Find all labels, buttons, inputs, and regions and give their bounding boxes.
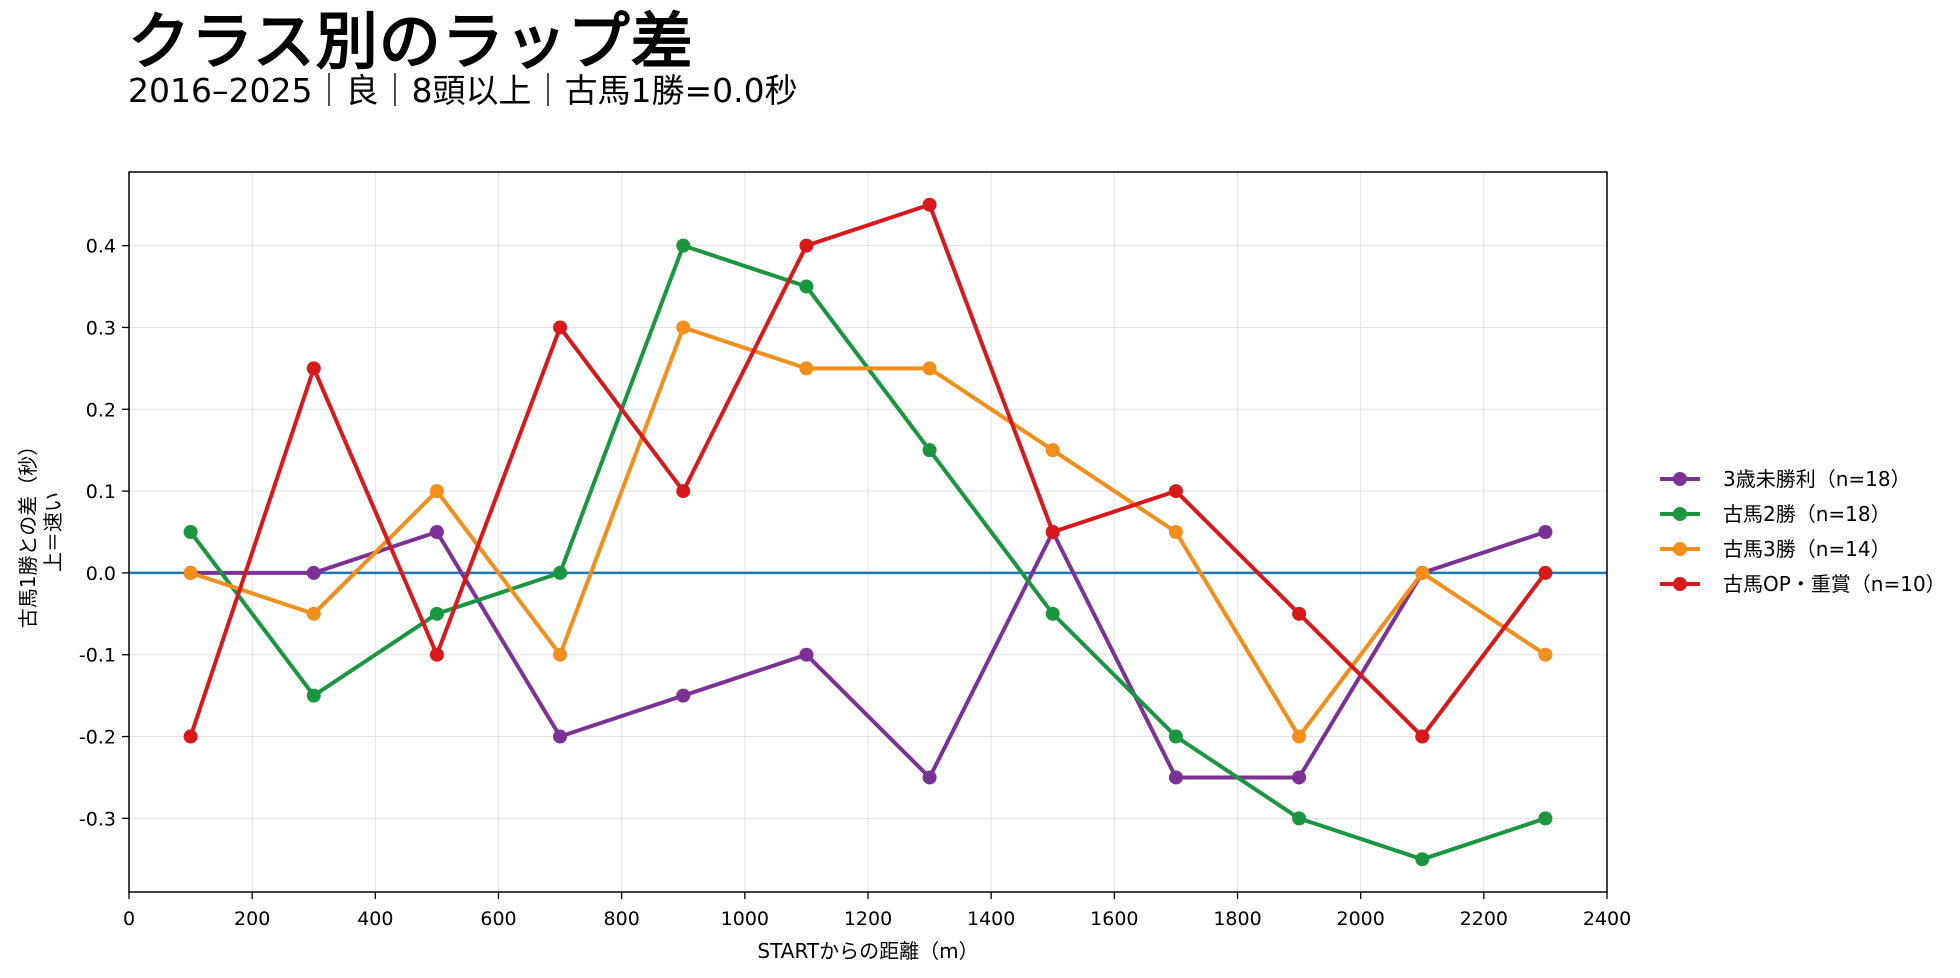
y-tick-label: -0.3	[79, 808, 116, 830]
data-point	[922, 361, 937, 376]
legend-swatch-marker	[1673, 507, 1687, 521]
data-point	[1538, 525, 1553, 539]
legend-item: 古馬3勝（n=14）	[1660, 537, 1891, 561]
x-tick-label: 2000	[1336, 908, 1384, 930]
data-point	[922, 197, 937, 212]
data-point	[183, 525, 198, 539]
x-tick-label: 2400	[1583, 908, 1631, 930]
data-point	[429, 484, 444, 499]
y-axis-label-group: 古馬1勝との差（秒） 上＝速い	[16, 436, 65, 629]
series-line	[188, 530, 1548, 780]
x-tick-label: 1200	[844, 908, 892, 930]
data-point	[1045, 525, 1060, 539]
x-tick-label: 800	[604, 908, 640, 930]
data-point	[1415, 565, 1430, 580]
data-point	[1538, 647, 1553, 662]
data-point	[922, 770, 937, 785]
data-point	[676, 484, 691, 499]
data-point	[553, 647, 568, 662]
y-axis-label: 古馬1勝との差（秒）	[16, 436, 40, 629]
data-point	[429, 525, 444, 539]
data-point	[676, 688, 691, 703]
x-tick-label: 200	[234, 908, 270, 930]
data-point	[306, 565, 321, 580]
x-tick-label: 600	[480, 908, 516, 930]
data-point	[1292, 606, 1307, 621]
data-point	[1168, 525, 1183, 539]
data-point	[1292, 811, 1307, 826]
x-tick-label: 1400	[967, 908, 1015, 930]
data-point	[183, 729, 198, 744]
chart-subtitle: 2016–2025｜良｜8頭以上｜古馬1勝=0.0秒	[128, 71, 798, 110]
legend-swatch-marker	[1673, 577, 1687, 591]
data-point	[799, 647, 814, 662]
y-tick-label: -0.1	[79, 645, 116, 667]
data-point	[553, 729, 568, 744]
x-tick-label: 0	[123, 908, 135, 930]
x-tick-label: 1600	[1090, 908, 1138, 930]
data-point	[1168, 770, 1183, 785]
data-point	[306, 361, 321, 376]
data-point	[1045, 606, 1060, 621]
legend-swatch-marker	[1673, 472, 1687, 486]
grid-layer	[128, 172, 1608, 892]
data-point	[799, 279, 814, 294]
data-point	[676, 238, 691, 253]
axis-layer: 0 200 400 600 800 1000 1200 1400 1600 1800 2000 220…	[79, 236, 1631, 930]
legend-label: 古馬OP・重賞（n=10）	[1723, 572, 1946, 596]
legend-item: 古馬2勝（n=18）	[1660, 502, 1891, 526]
legend: 3歳未勝利（n=18） 古馬2勝（n=18） 古馬3勝（n=14） 古馬OP・重賞（n…	[1660, 467, 1946, 596]
legend-item: 古馬OP・重賞（n=10）	[1660, 572, 1946, 596]
data-point	[553, 320, 568, 335]
data-point	[1168, 484, 1183, 499]
data-point	[1292, 770, 1307, 785]
data-point	[553, 565, 568, 580]
x-tick-label: 1000	[721, 908, 769, 930]
legend-label: 古馬3勝（n=14）	[1723, 537, 1891, 561]
x-axis-label: STARTからの距離（m）	[757, 939, 978, 963]
data-point	[799, 361, 814, 376]
data-point	[306, 606, 321, 621]
series-group	[183, 197, 1553, 744]
legend-item: 3歳未勝利（n=18）	[1660, 467, 1911, 491]
data-point	[1415, 852, 1430, 867]
data-point	[1415, 729, 1430, 744]
y-tick-label: -0.2	[79, 727, 116, 749]
legend-swatch-marker	[1673, 542, 1687, 556]
legend-label: 3歳未勝利（n=18）	[1723, 467, 1911, 491]
data-point	[429, 606, 444, 621]
y-tick-label: 0.1	[86, 481, 116, 503]
legend-label: 古馬2勝（n=18）	[1723, 502, 1891, 526]
data-point	[922, 443, 937, 458]
y-axis-label-note: 上＝速い	[41, 492, 65, 572]
y-tick-label: 0.4	[86, 236, 116, 258]
series-layer	[183, 197, 1553, 867]
series-group	[183, 320, 1553, 744]
data-point	[1045, 443, 1060, 458]
series-line	[188, 325, 1548, 739]
series-line	[188, 202, 1548, 739]
x-tick-label: 2200	[1460, 908, 1508, 930]
data-point	[799, 238, 814, 253]
data-point	[1168, 729, 1183, 744]
chart-title: クラス別のラップ差	[128, 5, 694, 78]
data-point	[306, 688, 321, 703]
data-point	[1538, 811, 1553, 826]
data-point	[429, 647, 444, 662]
y-tick-label: 0.3	[86, 317, 116, 339]
data-point	[183, 565, 198, 580]
y-tick-label: 0.2	[86, 399, 116, 421]
data-point	[676, 320, 691, 335]
data-point	[1292, 729, 1307, 744]
data-point	[1538, 565, 1553, 580]
y-tick-label: 0.0	[86, 563, 116, 585]
x-tick-label: 1800	[1213, 908, 1261, 930]
x-tick-label: 400	[357, 908, 393, 930]
